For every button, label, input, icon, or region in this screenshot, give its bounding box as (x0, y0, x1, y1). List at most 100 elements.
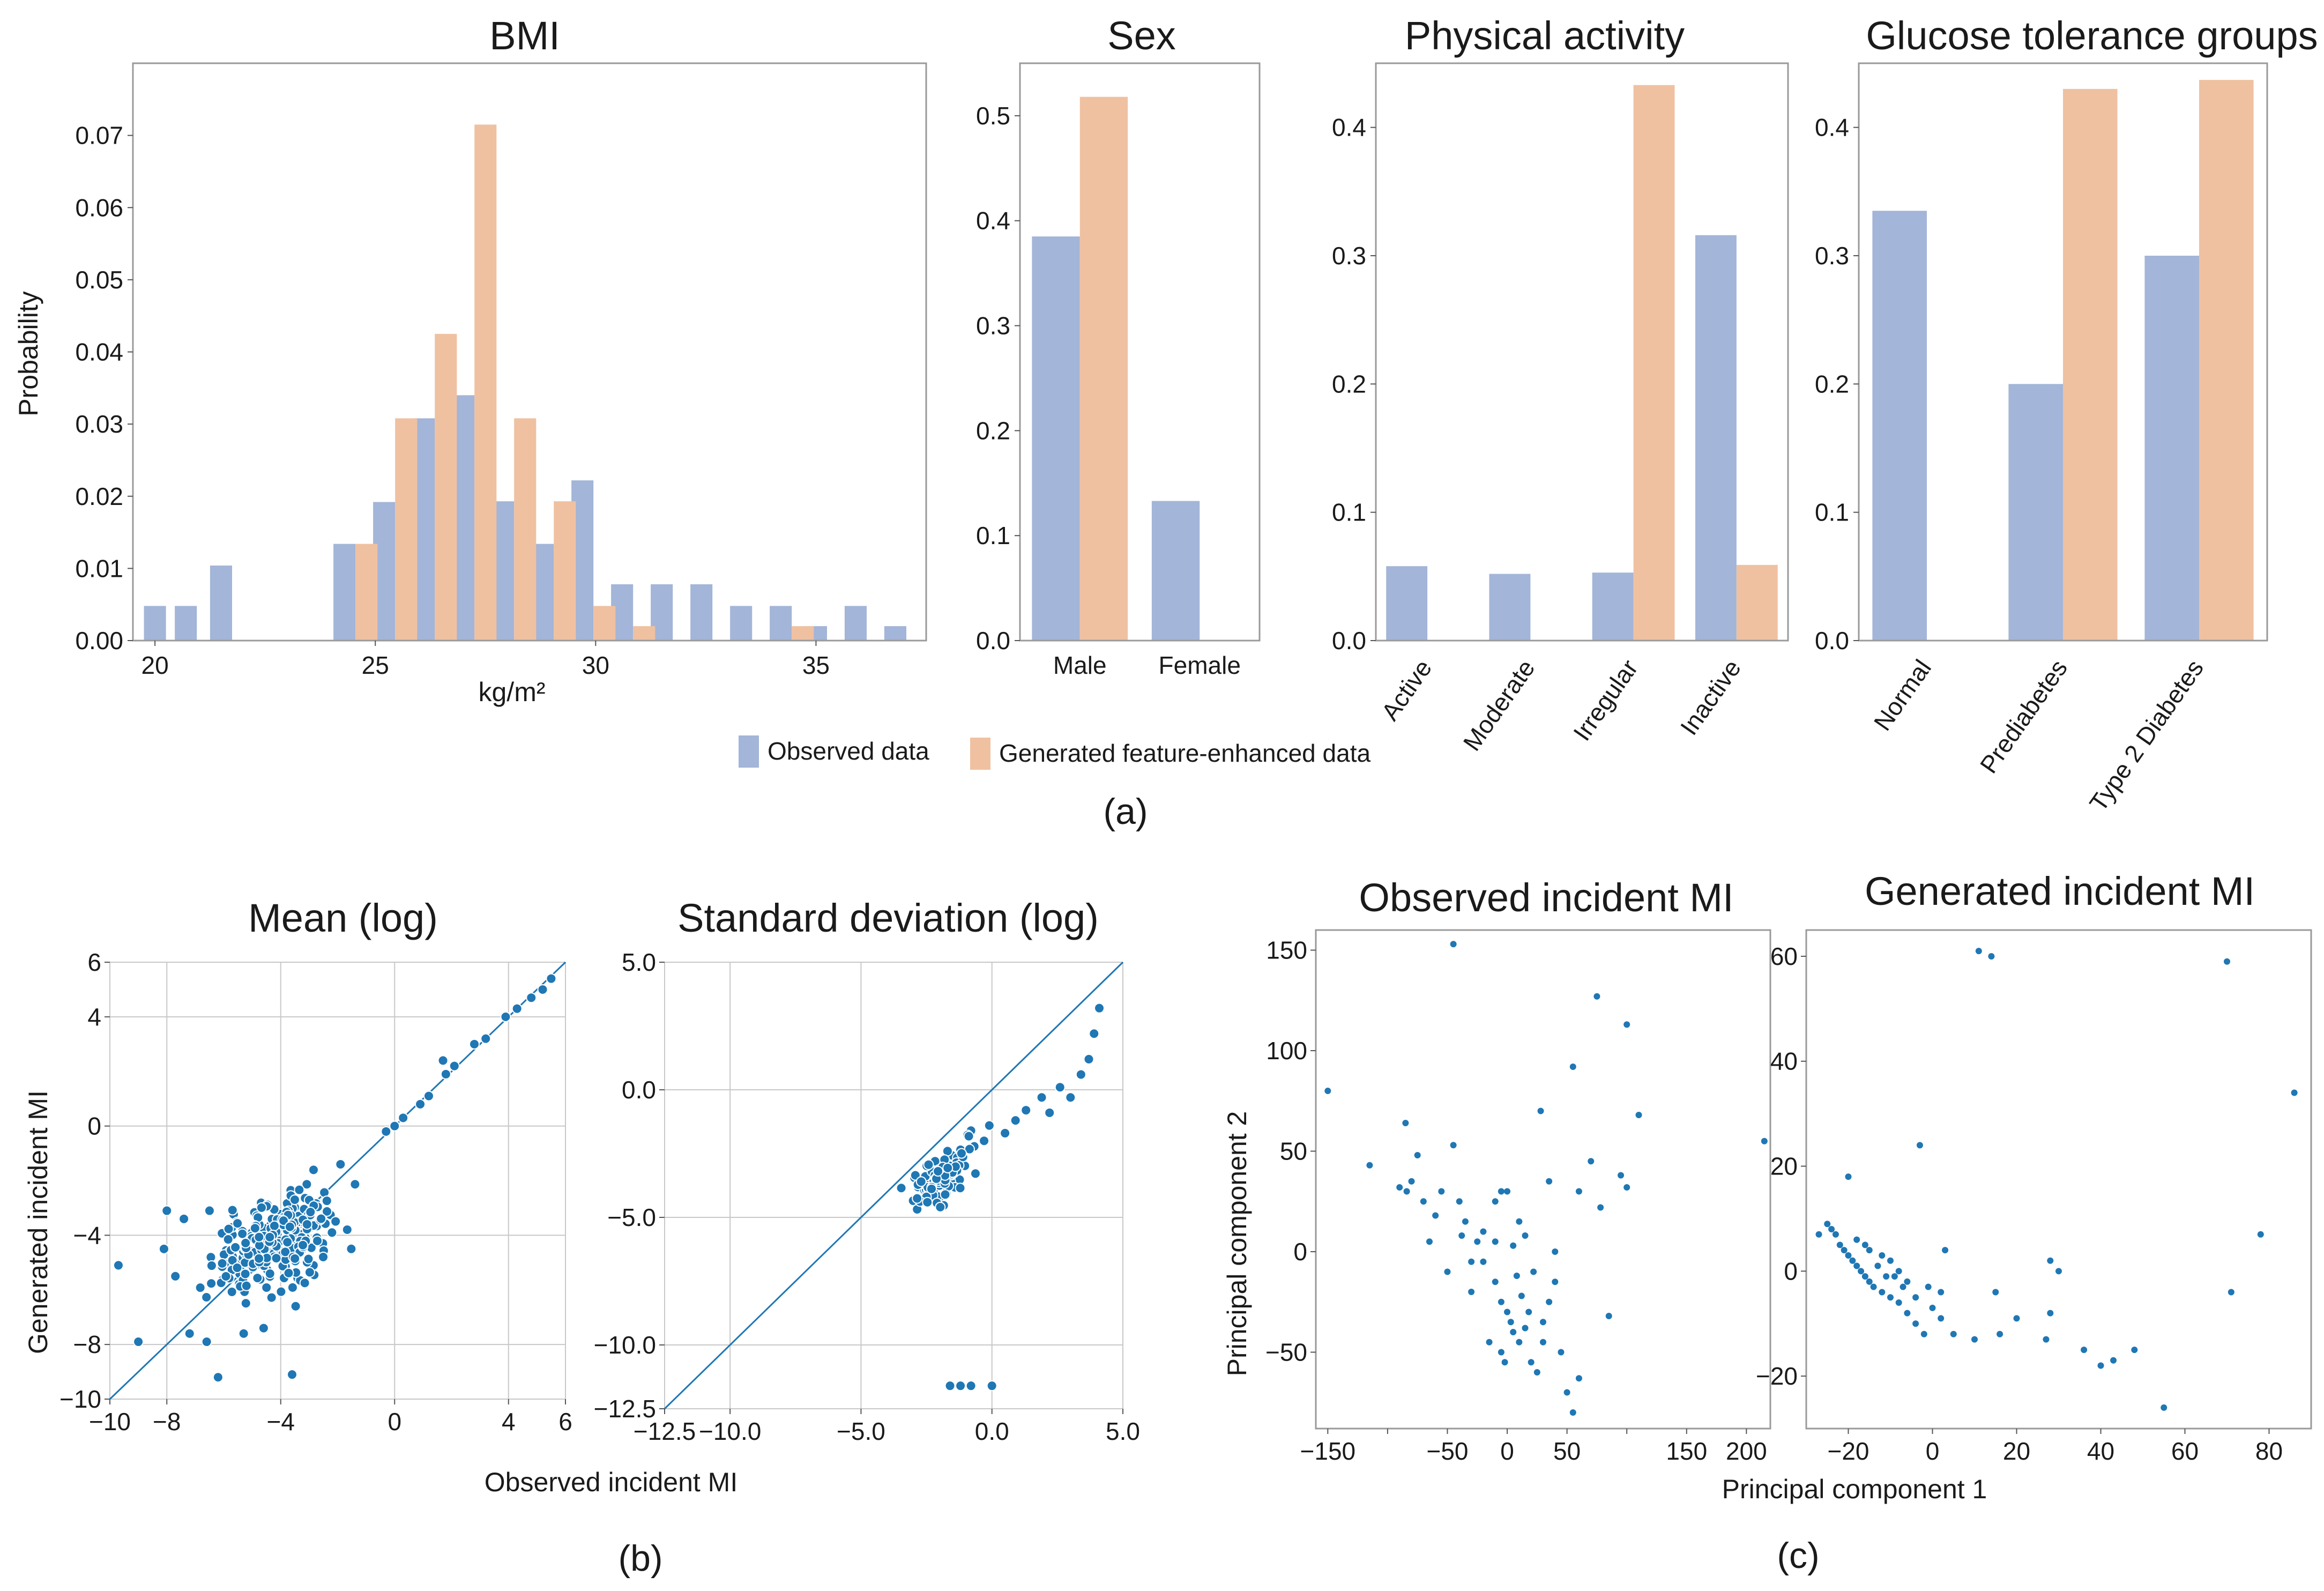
data-point (305, 1207, 316, 1218)
x-tick-label: 60 (2171, 1437, 2199, 1465)
y-tick-label: −8 (73, 1330, 101, 1358)
bar-observed (2008, 384, 2063, 641)
data-point (266, 1292, 277, 1303)
y-tick-label: 60 (1770, 942, 1798, 970)
data-point (1474, 1238, 1481, 1245)
data-point (1879, 1289, 1886, 1296)
data-point (1997, 1330, 2003, 1337)
legend-swatch-observed (739, 735, 759, 768)
bar-observed (1032, 236, 1080, 641)
data-point (2047, 1310, 2054, 1317)
data-point (1815, 1231, 1822, 1238)
data-point (1498, 1298, 1504, 1305)
y-tick-label: 0.2 (976, 417, 1010, 444)
x-tick-label: 0.0 (975, 1417, 1009, 1445)
bar-generated (1633, 85, 1675, 641)
bmi-title: BMI (489, 13, 560, 58)
data-point (2228, 1289, 2234, 1296)
y-tick-label: 0.4 (1332, 114, 1366, 142)
bar-observed (770, 606, 792, 641)
data-point (254, 1253, 265, 1264)
panel-label-b: (b) (618, 1538, 662, 1579)
data-point (113, 1260, 124, 1271)
y-tick-label: 20 (1770, 1153, 1798, 1180)
plot-frame (1019, 62, 1261, 642)
bar-observed (690, 584, 713, 641)
data-point (133, 1336, 144, 1348)
data-point (1054, 1082, 1066, 1093)
data-point (1912, 1294, 1919, 1301)
data-point (912, 1193, 923, 1204)
data-point (1853, 1262, 1860, 1269)
data-point (158, 1243, 169, 1254)
data-point (1366, 1162, 1373, 1169)
y-tick-label: 0.2 (1815, 370, 1849, 398)
data-point (1462, 1218, 1469, 1225)
identity-line (664, 961, 1124, 1410)
data-point (2161, 1404, 2167, 1411)
bar-generated (435, 333, 457, 641)
data-point (970, 1168, 981, 1179)
data-point (1861, 1241, 1868, 1248)
category-label: Irregular (1568, 655, 1643, 746)
y-tick-label: −5.0 (607, 1203, 656, 1231)
data-point (1845, 1173, 1852, 1180)
data-point (2110, 1357, 2117, 1364)
data-point (201, 1336, 212, 1348)
panel-label-a: (a) (1103, 791, 1148, 832)
data-point (1593, 993, 1600, 1000)
category-label: Prediabetes (1975, 655, 2073, 778)
data-point (240, 1268, 251, 1280)
data-point (1832, 1231, 1839, 1238)
data-point (1975, 948, 1982, 955)
data-point (440, 1068, 451, 1080)
data-point (204, 1205, 215, 1216)
data-point (1513, 1273, 1520, 1279)
legend-generated-label: Generated feature-enhanced data (999, 739, 1370, 767)
data-point (217, 1258, 228, 1269)
sex-bar-chart: Male Female 0.0 0.1 0.2 0.3 0.4 0.5 (976, 62, 1261, 679)
data-point (1618, 1172, 1625, 1179)
y-tick-label: 0.0 (1332, 627, 1366, 655)
data-point (1516, 1339, 1523, 1345)
data-point (1492, 1198, 1499, 1205)
data-point (206, 1278, 217, 1289)
data-point (316, 1213, 327, 1224)
data-point (161, 1205, 173, 1216)
data-point (271, 1253, 282, 1264)
bar-generated (1736, 564, 1778, 641)
data-point (389, 1120, 400, 1132)
bar-generated (474, 124, 497, 641)
data-point (184, 1328, 195, 1339)
data-point (280, 1246, 291, 1258)
x-tick-label: 150 (1666, 1437, 1707, 1465)
data-point (1065, 1092, 1076, 1103)
data-point (1605, 1313, 1612, 1319)
y-tick-label: 0.1 (1815, 499, 1849, 526)
data-point (2055, 1268, 2062, 1275)
data-point (1456, 1198, 1463, 1205)
data-point (1558, 1349, 1565, 1356)
bar-generated (1079, 96, 1128, 641)
data-point (312, 1235, 323, 1246)
x-tick-label: −12.5 (634, 1417, 696, 1445)
data-point (223, 1223, 234, 1235)
x-tick-label: 80 (2255, 1437, 2283, 1465)
y-tick-label: 0.06 (75, 194, 123, 221)
data-point (1480, 1258, 1487, 1265)
mean-log-title: Mean (log) (248, 896, 438, 940)
y-tick-label: 0.3 (1815, 242, 1849, 270)
data-point (240, 1237, 251, 1248)
data-point (1540, 1319, 1546, 1326)
glucose-bar-chart: Normal Prediabetes Type 2 Diabetes 0.0 0.1 0.… (1815, 62, 2268, 816)
data-point (269, 1220, 280, 1231)
y-tick-label: 0.0 (622, 1076, 656, 1104)
data-point (1450, 1142, 1457, 1149)
data-point (1522, 1232, 1529, 1239)
data-point (294, 1184, 305, 1195)
y-tick-label: 0.3 (1332, 242, 1366, 270)
data-point (1929, 1304, 1936, 1311)
bar-generated (355, 544, 378, 641)
data-point (308, 1164, 319, 1176)
data-point (1094, 1002, 1105, 1014)
